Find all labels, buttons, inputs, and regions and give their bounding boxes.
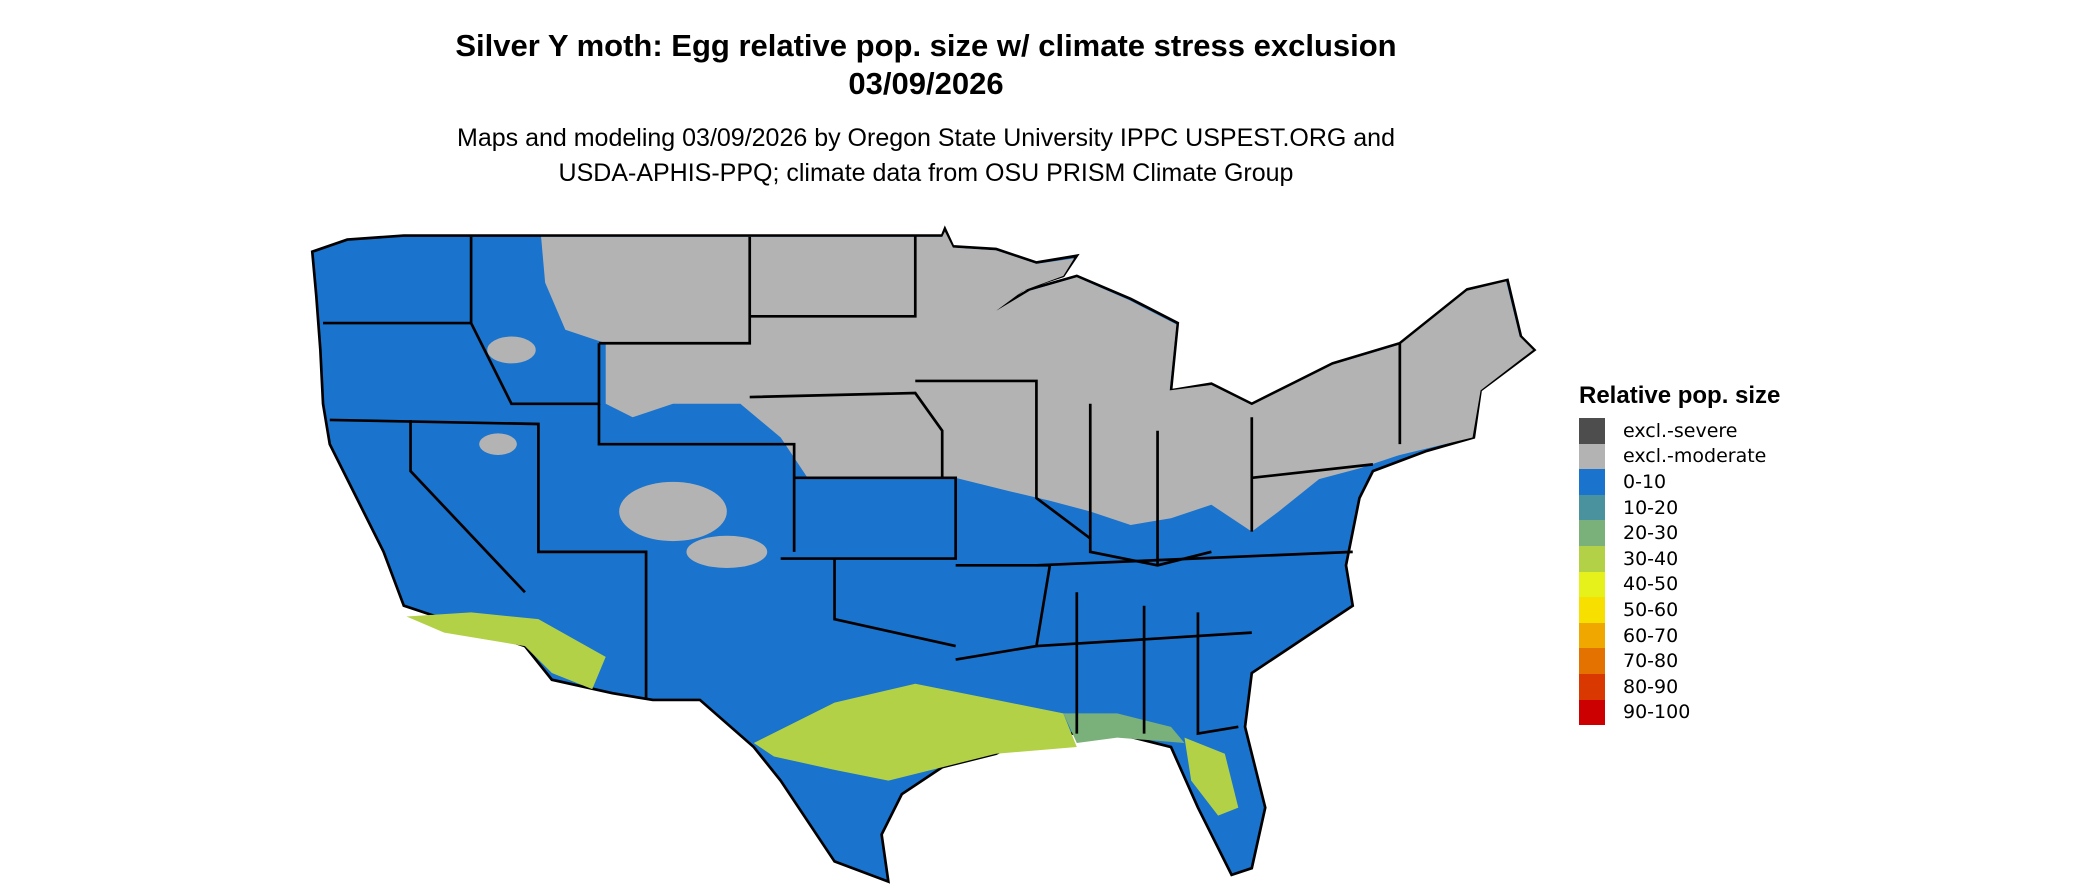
legend-swatch xyxy=(1579,469,1605,495)
legend-item: excl.-severe xyxy=(1579,418,1780,444)
legend-title: Relative pop. size xyxy=(1579,382,1781,409)
legend-label: 80-90 xyxy=(1623,675,1679,698)
legend-label: 60-70 xyxy=(1623,624,1679,647)
legend-item: 10-20 xyxy=(1579,494,1780,521)
legend-label: 10-20 xyxy=(1623,496,1679,519)
legend-label: excl.-severe xyxy=(1623,419,1738,442)
subtitle-line-2: USDA-APHIS-PPQ; climate data from OSU PR… xyxy=(558,159,1294,187)
legend-item: 80-90 xyxy=(1579,673,1780,700)
legend-swatch xyxy=(1579,494,1605,521)
legend-item: excl.-moderate xyxy=(1579,443,1780,470)
legend-label: 30-40 xyxy=(1623,547,1679,570)
legend-label: 20-30 xyxy=(1623,522,1679,545)
legend-item: 40-50 xyxy=(1579,571,1780,598)
legend-swatch xyxy=(1579,622,1605,649)
subtitle-line-1: Maps and modeling 03/09/2026 by Oregon S… xyxy=(457,124,1395,152)
legend-swatch xyxy=(1579,545,1605,572)
map-date: 03/09/2026 xyxy=(848,66,1004,101)
legend-item: 70-80 xyxy=(1579,648,1780,674)
state-borders xyxy=(323,235,1402,736)
legend-swatch xyxy=(1579,571,1605,598)
legend-label: 70-80 xyxy=(1623,650,1679,673)
legend-item: 30-40 xyxy=(1579,545,1780,572)
legend-label: 40-50 xyxy=(1623,573,1679,596)
excl-moderate-patches xyxy=(479,336,768,569)
legend-label: 90-100 xyxy=(1623,701,1691,724)
legend-swatch xyxy=(1579,699,1605,726)
legend-swatch xyxy=(1579,443,1605,470)
legend: Relative pop. size excl.-severe excl.-mod… xyxy=(1579,382,1781,726)
legend-swatch xyxy=(1579,673,1605,700)
legend-item: 90-100 xyxy=(1579,699,1780,726)
legend-swatch xyxy=(1579,648,1605,674)
legend-item: 20-30 xyxy=(1579,520,1780,546)
legend-item: 0-10 xyxy=(1579,469,1780,495)
legend-swatch xyxy=(1579,597,1605,623)
legend-label: 0-10 xyxy=(1623,470,1667,493)
relative-pop-20-40-regions xyxy=(406,612,1239,816)
legend-label: 50-60 xyxy=(1623,598,1679,621)
legend-swatch xyxy=(1579,418,1605,444)
legend-item: 60-70 xyxy=(1579,622,1780,649)
legend-label: excl.-moderate xyxy=(1623,445,1767,468)
legend-swatch xyxy=(1579,520,1605,546)
legend-item: 50-60 xyxy=(1579,597,1780,623)
map-title: Silver Y moth: Egg relative pop. size w/… xyxy=(455,28,1397,63)
